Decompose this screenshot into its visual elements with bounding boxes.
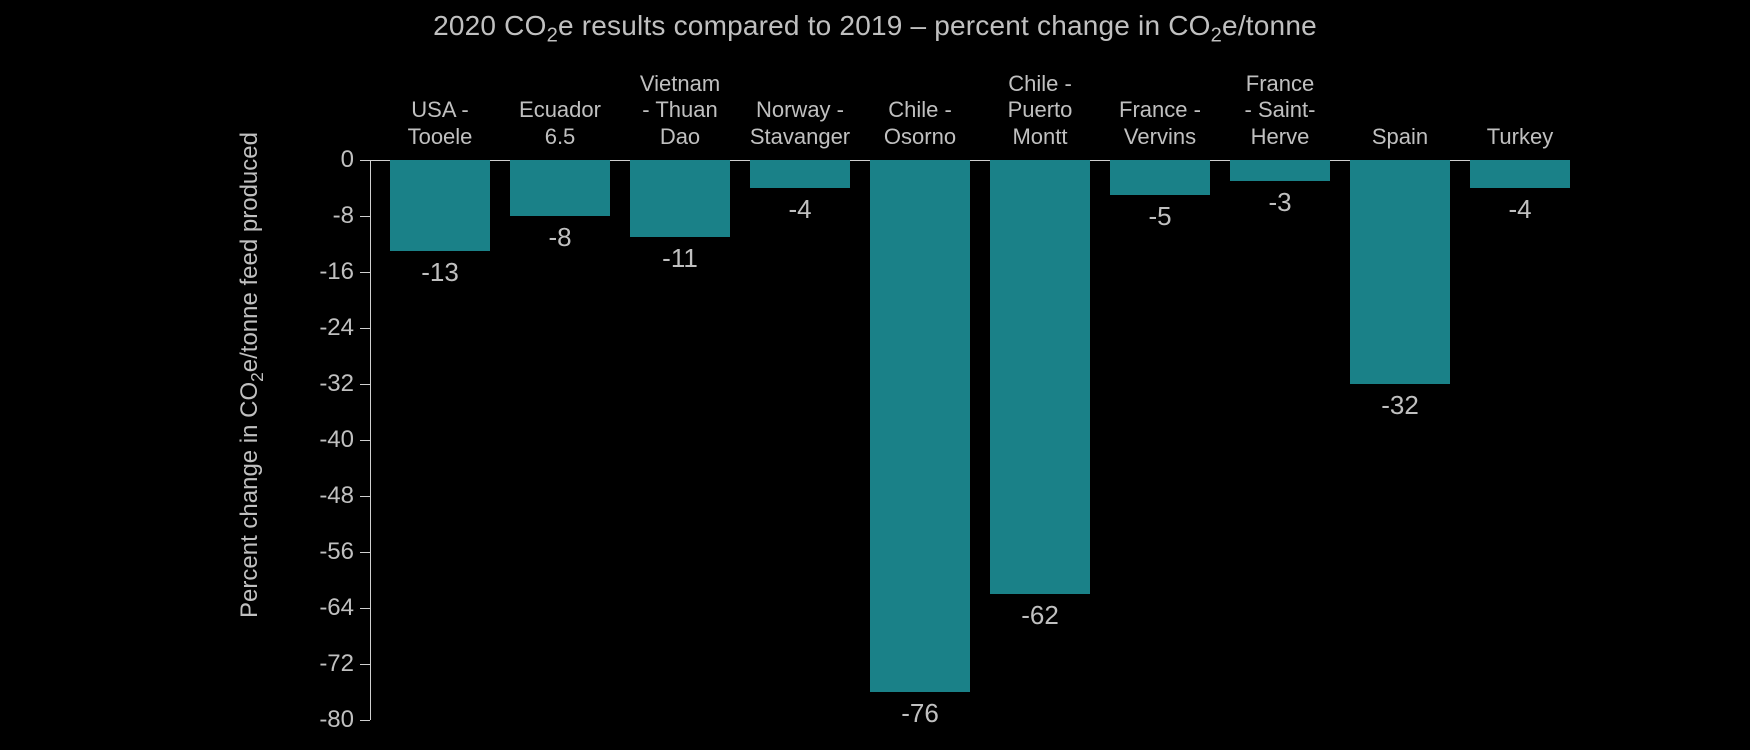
y-tick-label: -8 [333, 202, 370, 230]
bar: Ecuador 6.5-8 [510, 160, 610, 216]
y-tick-label: -40 [319, 426, 370, 454]
bar-value-label: -8 [548, 222, 571, 253]
bar: Chile - Puerto Montt-62 [990, 160, 1090, 594]
bar: France - Vervins-5 [1110, 160, 1210, 195]
y-tick-label: -64 [319, 594, 370, 622]
bar: Norway - Stavanger-4 [750, 160, 850, 188]
y-axis-label: Percent change in CO2e/tonne feed produc… [236, 132, 264, 618]
category-label: Norway - Stavanger [741, 97, 859, 150]
y-tick-label: -72 [319, 650, 370, 678]
bar: Chile - Osorno-76 [870, 160, 970, 692]
bar-value-label: -62 [1021, 600, 1059, 631]
bar: Turkey-4 [1470, 160, 1570, 188]
chart-title: 2020 CO2e results compared to 2019 – per… [0, 10, 1750, 42]
bar-value-label: -13 [421, 257, 459, 288]
y-tick-label: -32 [319, 370, 370, 398]
bar-value-label: -32 [1381, 390, 1419, 421]
y-tick-label: 0 [341, 146, 370, 174]
bar-value-label: -76 [901, 698, 939, 729]
y-axis-line [370, 160, 371, 720]
category-label: Ecuador 6.5 [501, 97, 619, 150]
bar-value-label: -4 [788, 194, 811, 225]
category-label: Vietnam - Thuan Dao [621, 71, 739, 150]
category-label: Turkey [1461, 124, 1579, 150]
y-tick-label: -80 [319, 706, 370, 734]
category-label: USA - Tooele [381, 97, 499, 150]
category-label: France - Saint- Herve [1221, 71, 1339, 150]
y-tick-label: -48 [319, 482, 370, 510]
category-label: Spain [1341, 124, 1459, 150]
bar-value-label: -5 [1148, 201, 1171, 232]
bar-value-label: -4 [1508, 194, 1531, 225]
bar: Vietnam - Thuan Dao-11 [630, 160, 730, 237]
bar: Spain-32 [1350, 160, 1450, 384]
category-label: Chile - Osorno [861, 97, 979, 150]
bar-value-label: -11 [662, 243, 698, 274]
bar: France - Saint- Herve-3 [1230, 160, 1330, 181]
co2e-bar-chart: 2020 CO2e results compared to 2019 – per… [0, 0, 1750, 750]
category-label: Chile - Puerto Montt [981, 71, 1099, 150]
plot-area: 0-8-16-24-32-40-48-56-64-72-80USA - Tooe… [370, 160, 1570, 720]
y-tick-label: -24 [319, 314, 370, 342]
y-tick-label: -56 [319, 538, 370, 566]
category-label: France - Vervins [1101, 97, 1219, 150]
y-tick-label: -16 [319, 258, 370, 286]
bar-value-label: -3 [1268, 187, 1291, 218]
bar: USA - Tooele-13 [390, 160, 490, 251]
